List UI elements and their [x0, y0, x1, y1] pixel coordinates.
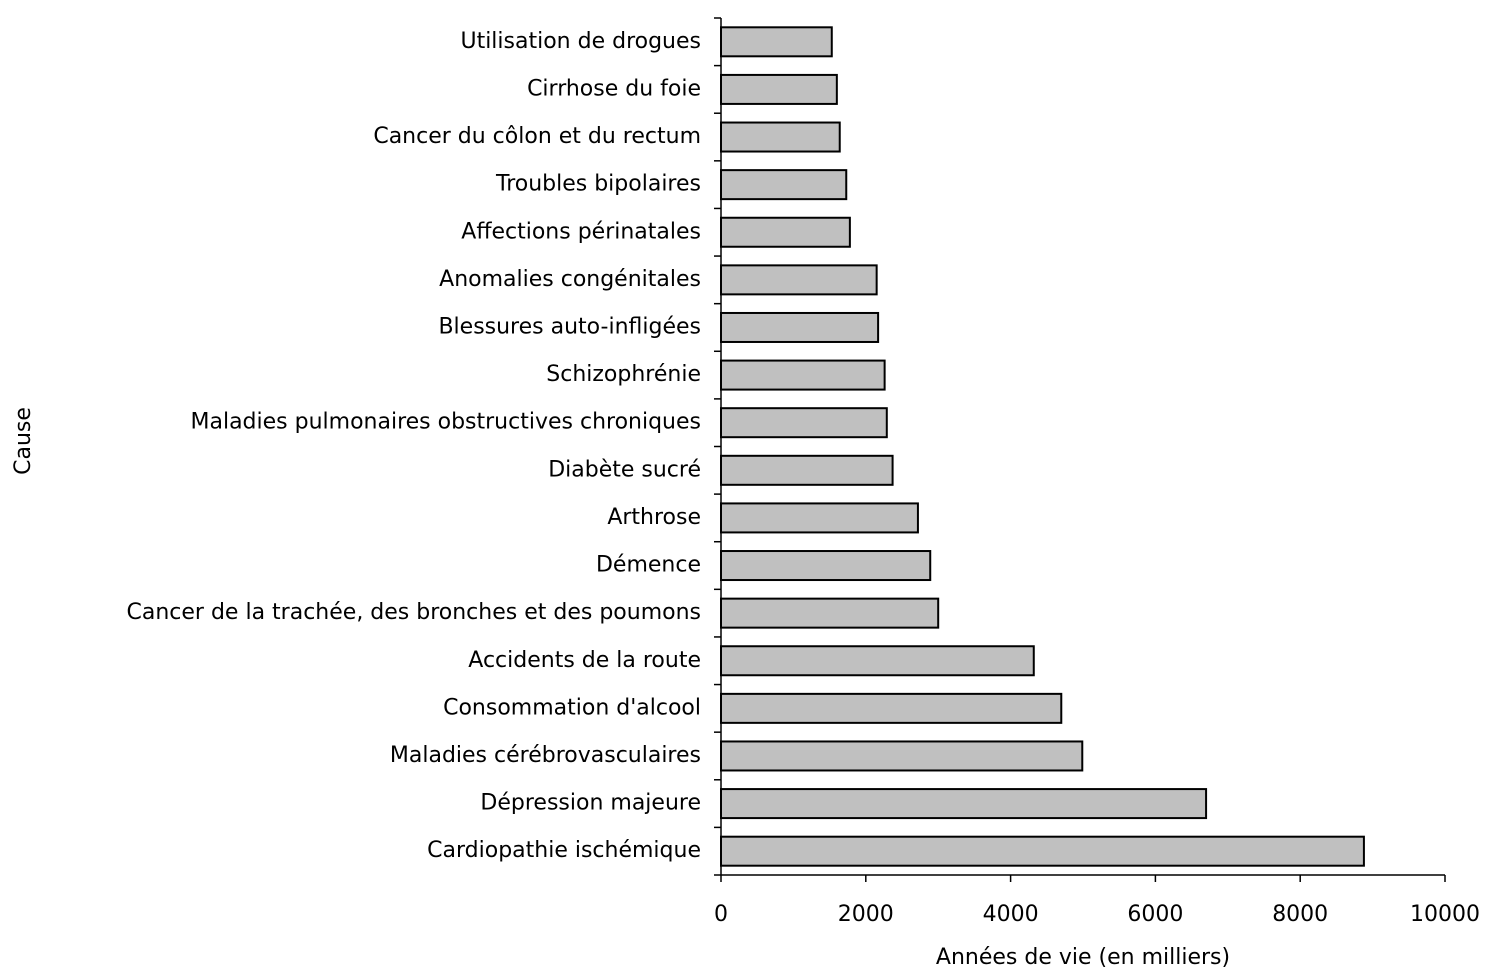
bar	[720, 26, 833, 58]
y-tick-label: Démence	[596, 553, 701, 578]
bar	[720, 454, 894, 486]
bar	[720, 264, 878, 296]
y-tick-label: Accidents de la route	[468, 648, 701, 673]
y-tick-label: Troubles bipolaires	[495, 172, 701, 197]
bar	[720, 73, 838, 105]
x-tick-label: 8000	[1272, 902, 1328, 927]
x-tick-label: 6000	[1127, 902, 1183, 927]
bar	[720, 835, 1365, 867]
y-tick-label: Cirrhose du foie	[527, 76, 701, 101]
y-tick-label: Arthrose	[607, 505, 701, 530]
bar	[720, 645, 1035, 677]
x-tick-label: 2000	[838, 902, 894, 927]
y-tick-label: Anomalies congénitales	[439, 267, 701, 292]
y-tick-label: Schizophrénie	[546, 362, 701, 387]
bar	[720, 216, 851, 248]
y-tick-label: Cardiopathie ischémique	[427, 838, 701, 863]
x-tick-label: 0	[714, 902, 728, 927]
x-tick-label: 10000	[1410, 902, 1480, 927]
y-tick-label: Cancer de la trachée, des bronches et de…	[127, 600, 701, 625]
bar	[720, 407, 888, 439]
y-tick-label: Maladies cérébrovasculaires	[390, 743, 701, 768]
bar	[720, 121, 841, 153]
y-tick-label: Maladies pulmonaires obstructives chroni…	[191, 410, 702, 435]
bar	[720, 692, 1063, 724]
bar	[720, 502, 919, 534]
x-axis-label: Années de vie (en milliers)	[936, 945, 1230, 970]
y-tick-label: Consommation d'alcool	[443, 695, 701, 720]
y-tick-label: Utilisation de drogues	[460, 29, 701, 54]
bar	[720, 169, 848, 201]
y-tick-label: Blessures auto-infligées	[438, 314, 701, 339]
bar	[720, 359, 886, 391]
bar	[720, 311, 880, 343]
y-tick-label: Cancer du côlon et du rectum	[373, 124, 701, 149]
bar	[720, 550, 932, 582]
bar	[720, 740, 1084, 772]
y-axis-label: Cause	[11, 407, 36, 475]
bar	[720, 597, 940, 629]
y-tick-label: Diabète sucré	[548, 457, 701, 482]
y-tick-label: Affections périnatales	[461, 219, 701, 244]
x-tick-label: 4000	[983, 902, 1039, 927]
y-tick-label: Dépression majeure	[480, 791, 701, 816]
bar	[720, 788, 1208, 820]
